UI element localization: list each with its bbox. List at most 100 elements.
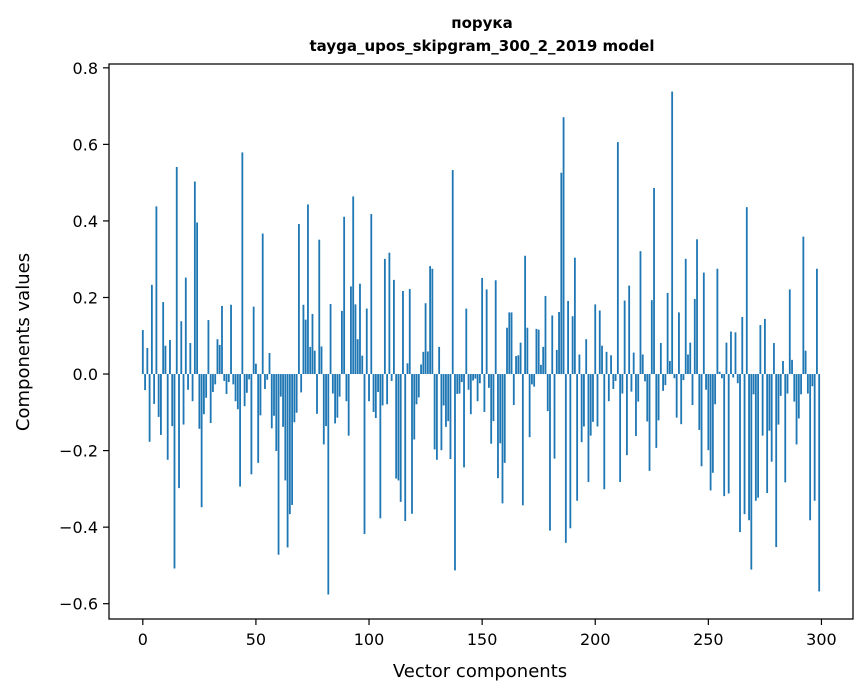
x-tick-label-250: 250 [693,630,724,649]
bar-152 [485,289,488,375]
bar-224 [648,374,651,471]
bar-11 [166,374,169,460]
bar-76 [313,350,316,375]
bar-211 [619,374,622,482]
bar-122 [417,374,420,398]
bar-173 [533,374,536,387]
bar-177 [542,346,545,375]
bar-88 [340,310,343,375]
bar-26 [200,374,203,508]
bar-257 [723,374,726,497]
bar-268 [748,374,750,521]
bar-230 [662,374,665,391]
bar-274 [761,374,764,436]
bar-284 [784,374,787,483]
bar-129 [433,374,436,450]
bar-281 [777,374,780,425]
bar-127 [429,266,432,375]
bar-94 [354,304,357,375]
bar-176 [540,364,542,375]
bar-147 [474,374,477,379]
bar-83 [329,303,332,375]
bar-187 [564,374,567,543]
bar-280 [775,374,778,548]
bar-213 [623,300,626,375]
bar-135 [447,374,450,422]
bar-4 [150,284,153,375]
bar-89 [343,216,346,375]
bar-75 [311,313,314,375]
bar-39 [230,304,232,375]
bar-171 [528,374,531,438]
bar-246 [698,374,701,430]
bar-259 [727,374,730,494]
bar-221 [641,354,644,375]
bar-253 [714,374,717,405]
bar-218 [635,374,637,437]
bar-111 [393,279,395,375]
x-tick-label-300: 300 [806,630,837,649]
bar-153 [488,374,490,388]
bar-227 [655,374,658,448]
bar-59 [275,374,278,451]
bar-188 [567,300,569,375]
bar-106 [381,374,384,406]
x-tick-label-200: 200 [580,630,611,649]
x-tick-label-0: 0 [138,630,148,649]
bar-64 [286,374,289,548]
bar-185 [560,172,563,375]
bar-254 [716,268,719,375]
bar-182 [553,374,556,459]
bar-181 [551,315,554,375]
bar-90 [345,374,348,402]
bar-series [141,91,821,595]
bar-107 [383,258,386,375]
bar-78 [318,239,321,375]
bar-16 [178,374,180,489]
bar-33 [216,339,219,375]
bar-119 [411,374,413,514]
bar-243 [691,374,694,406]
bar-115 [402,290,404,375]
bar-178 [544,295,547,375]
bar-27 [202,374,205,415]
bar-294 [806,374,809,394]
bar-9 [162,302,165,375]
x-tick-label-100: 100 [354,630,385,649]
bar-73 [307,204,309,375]
bar-19 [184,277,187,375]
bar-297 [813,374,816,501]
bar-287 [791,359,793,375]
bar-226 [653,188,655,375]
bar-279 [773,343,775,375]
bar-38 [227,374,230,383]
bar-242 [689,342,692,375]
bar-291 [800,374,802,395]
bar-167 [519,342,522,375]
bar-288 [793,374,796,402]
bar-266 [743,374,746,515]
bar-261 [732,374,735,378]
bar-140 [458,374,461,394]
bar-104 [377,374,379,393]
bar-68 [295,374,298,413]
bar-190 [571,316,574,375]
bar-250 [707,374,710,451]
bar-172 [530,374,533,385]
bar-272 [757,374,760,498]
bar-275 [763,318,766,375]
bar-53 [261,233,264,375]
bar-196 [585,339,588,375]
bar-133 [442,374,445,406]
bar-144 [467,374,470,390]
bar-229 [659,343,662,375]
bar-256 [721,374,723,379]
bar-1 [144,374,146,391]
bar-174 [535,328,538,375]
bar-45 [243,374,246,407]
bar-55 [266,374,269,380]
bar-118 [408,289,411,375]
bar-37 [225,374,228,394]
bar-125 [424,303,427,375]
bar-24 [196,222,199,375]
